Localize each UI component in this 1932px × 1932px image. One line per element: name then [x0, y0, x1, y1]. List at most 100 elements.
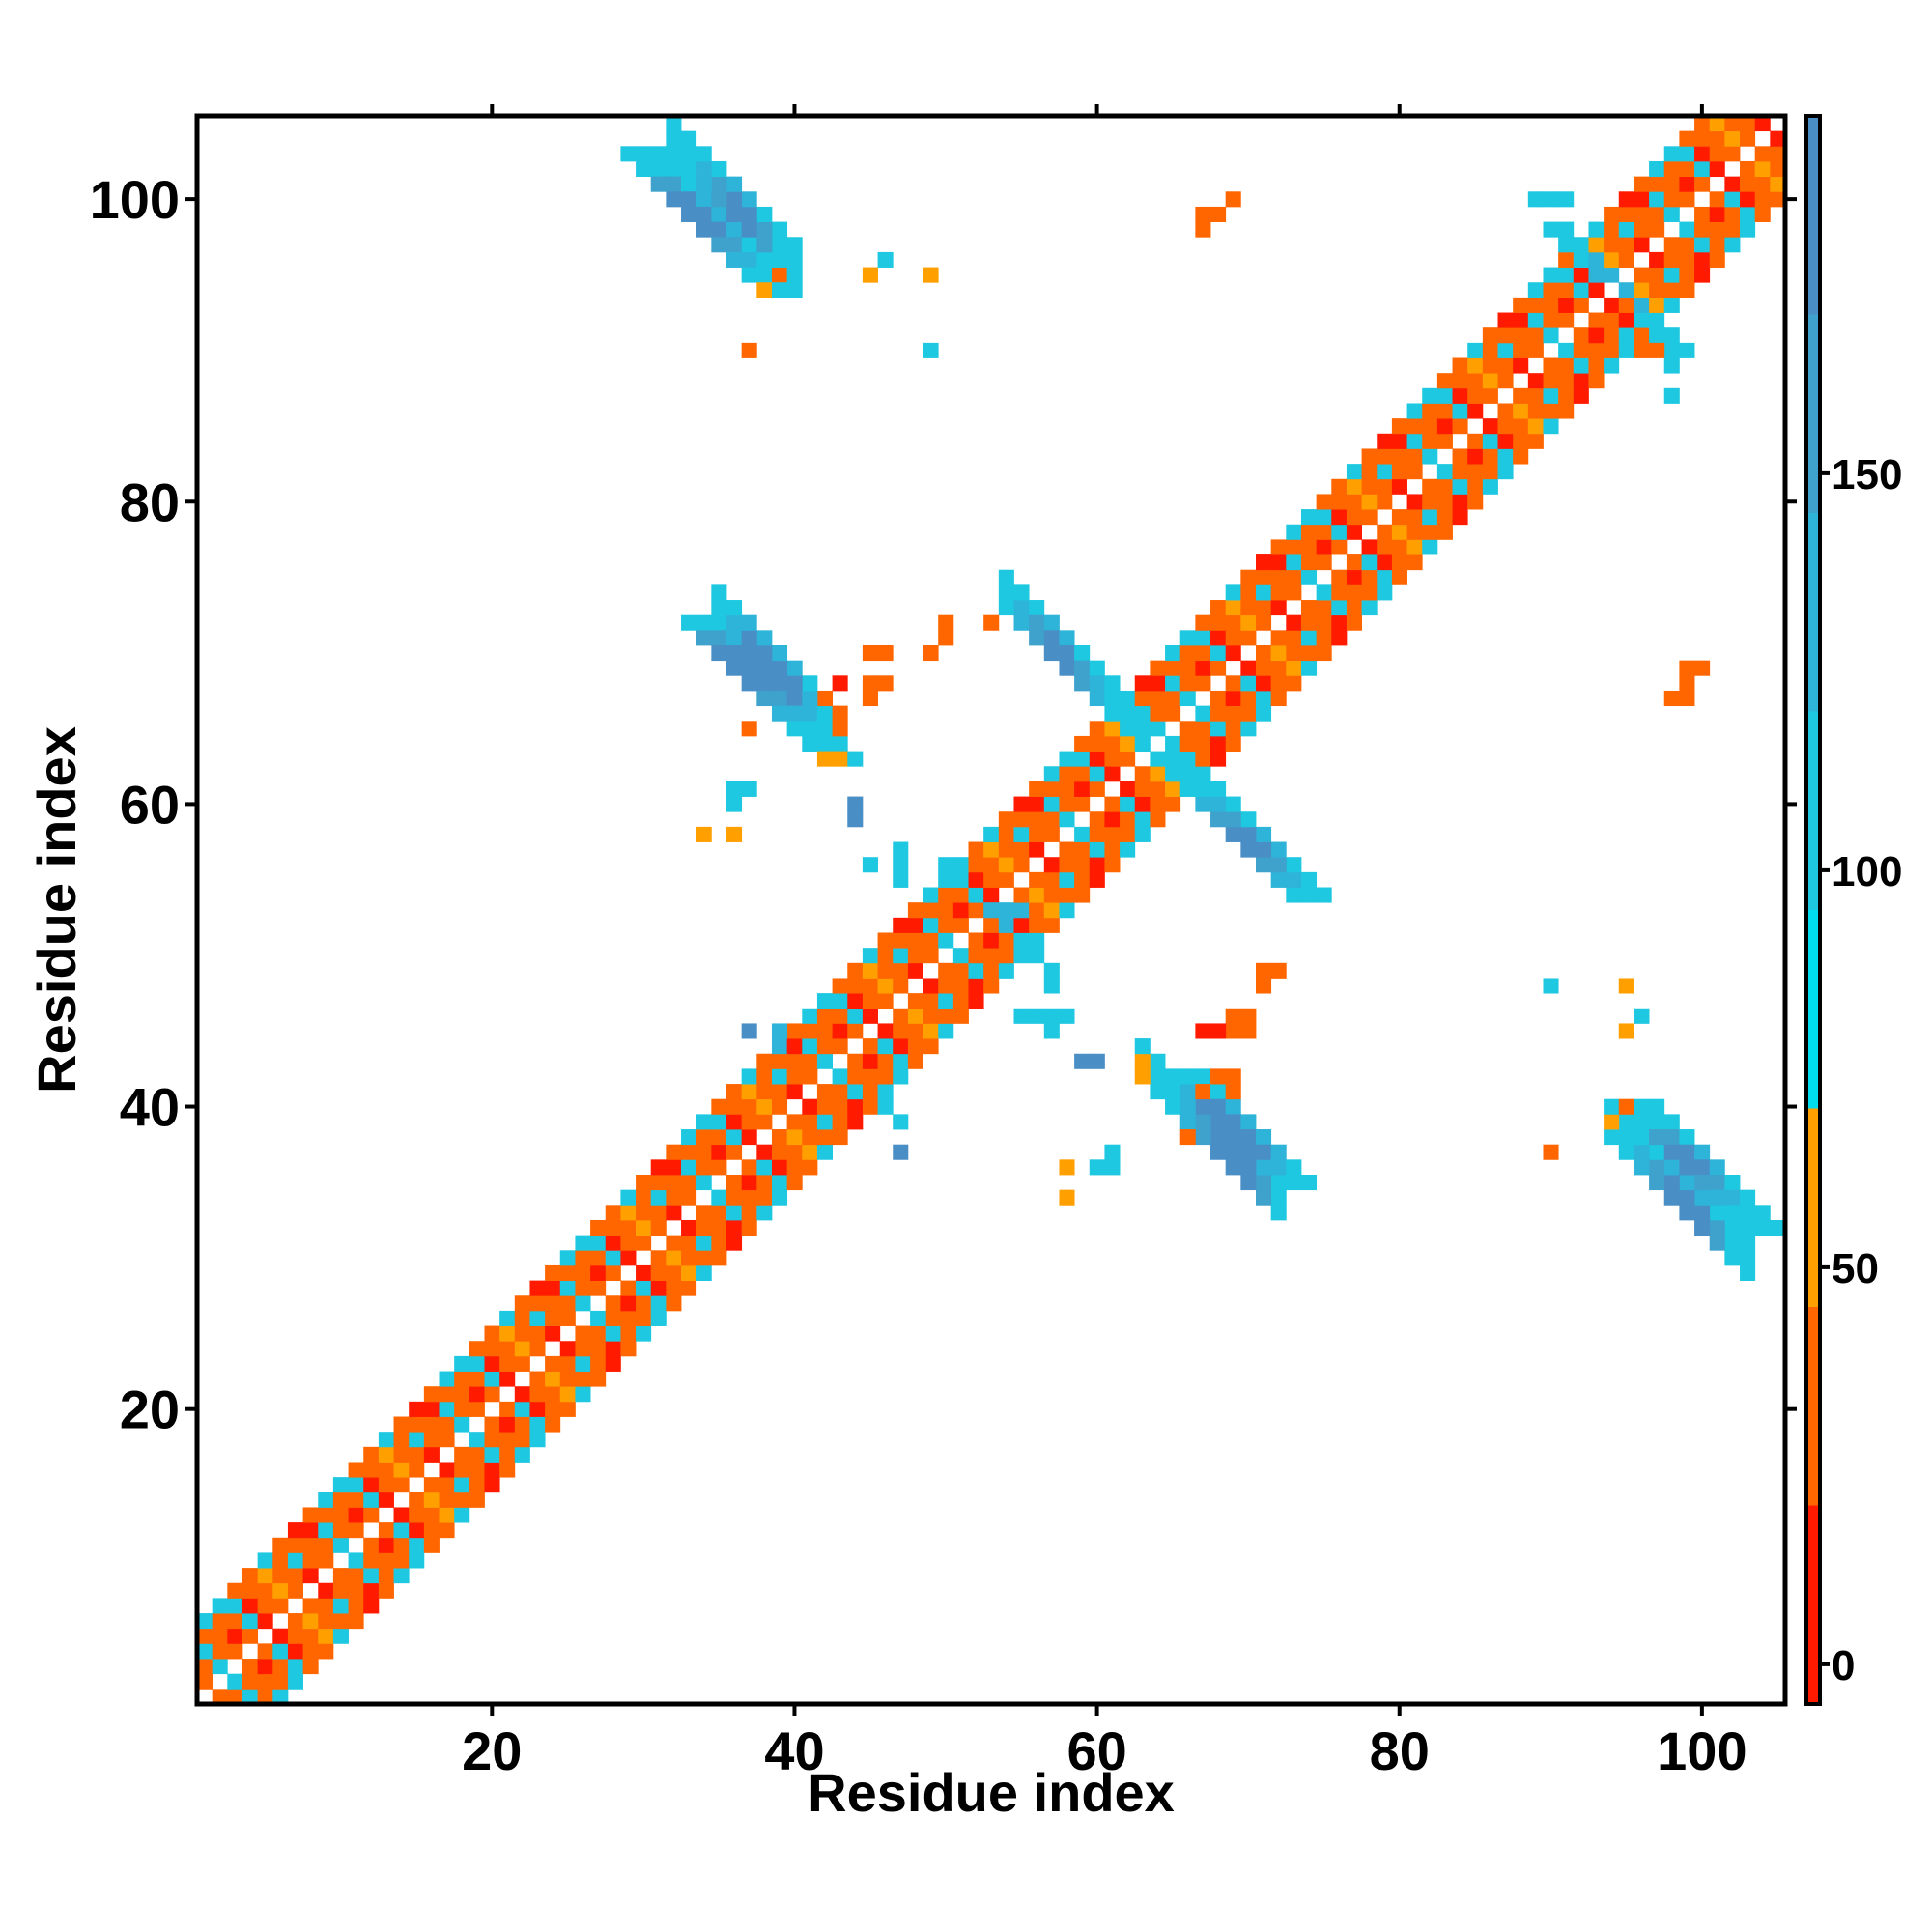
heatmap-cell — [1709, 191, 1725, 208]
heatmap-cell — [318, 1537, 334, 1553]
heatmap-cell — [1452, 448, 1468, 465]
heatmap-cell — [1043, 978, 1060, 994]
heatmap-cell — [1618, 1144, 1634, 1160]
heatmap-cell — [1709, 160, 1725, 178]
heatmap-cell — [983, 902, 1000, 919]
heatmap-cell — [1709, 130, 1725, 147]
heatmap-cell — [1634, 1144, 1650, 1160]
heatmap-cell — [514, 1432, 530, 1448]
heatmap-cell — [590, 1264, 607, 1281]
heatmap-cell — [1059, 1008, 1075, 1024]
heatmap-cell — [938, 902, 954, 919]
heatmap-cell — [1331, 539, 1348, 555]
heatmap-cell — [1300, 660, 1318, 676]
heatmap-cell — [1195, 1129, 1211, 1146]
heatmap-cell — [287, 1568, 303, 1584]
heatmap-cell — [923, 887, 939, 903]
heatmap-cell — [1256, 841, 1272, 858]
heatmap-cell — [1709, 251, 1725, 268]
heatmap-cell — [983, 614, 1000, 631]
heatmap-cell — [893, 1038, 909, 1055]
heatmap-cell — [696, 1205, 712, 1221]
heatmap-cell — [1679, 342, 1695, 358]
heatmap-cell — [1074, 841, 1091, 858]
heatmap-cell — [1074, 735, 1091, 752]
heatmap-cell — [771, 1144, 788, 1160]
heatmap-cell — [1406, 554, 1423, 571]
heatmap-cell — [1663, 1144, 1680, 1160]
heatmap-cell — [681, 1219, 697, 1236]
heatmap-cell — [545, 1280, 561, 1296]
heatmap-cell — [893, 917, 909, 933]
heatmap-cell — [1679, 282, 1695, 298]
heatmap-cell — [1770, 176, 1786, 192]
heatmap-cell — [681, 206, 697, 222]
heatmap-cell — [1300, 1175, 1318, 1191]
heatmap-cell — [1543, 418, 1559, 435]
heatmap-cell — [1406, 524, 1423, 540]
heatmap-cell — [1179, 1129, 1196, 1146]
heatmap-cell — [802, 690, 818, 707]
heatmap-cell — [1300, 630, 1318, 646]
heatmap-cell — [650, 1264, 667, 1281]
heatmap-cell — [575, 1280, 591, 1296]
heatmap-cell — [923, 932, 939, 949]
heatmap-cell — [741, 342, 757, 358]
heatmap-cell — [590, 1250, 607, 1266]
heatmap-cell — [1059, 645, 1075, 662]
heatmap-cell — [786, 282, 803, 298]
heatmap-cell — [1210, 781, 1227, 797]
heatmap-cell — [681, 1129, 697, 1146]
heatmap-cell — [1225, 735, 1241, 752]
heatmap-cell — [681, 1280, 697, 1296]
heatmap-cell — [771, 1159, 788, 1176]
heatmap-cell — [1558, 251, 1575, 268]
heatmap-cell — [575, 1371, 591, 1387]
heatmap-cell — [1604, 342, 1620, 358]
heatmap-cell — [862, 267, 878, 283]
heatmap-cell — [1513, 403, 1529, 419]
heatmap-cell — [786, 660, 803, 676]
heatmap-cell — [1467, 448, 1484, 465]
heatmap-cell — [1740, 1219, 1756, 1236]
heatmap-cell — [1663, 327, 1680, 344]
heatmap-cell — [1618, 978, 1634, 994]
heatmap-cell — [636, 1310, 652, 1326]
heatmap-cell — [1013, 902, 1030, 919]
heatmap-cell — [1195, 221, 1211, 238]
heatmap-cell — [726, 630, 743, 646]
heatmap-cell — [1210, 690, 1227, 707]
heatmap-cell — [559, 1310, 576, 1326]
heatmap-cell — [1709, 206, 1725, 222]
heatmap-cell — [423, 1522, 440, 1539]
heatmap-cell — [287, 1522, 303, 1539]
heatmap-cell — [1558, 387, 1575, 404]
heatmap-cell — [1134, 721, 1151, 737]
heatmap-cell — [590, 1371, 607, 1387]
heatmap-cell — [650, 1175, 667, 1191]
heatmap-cell — [636, 1219, 652, 1236]
heatmap-cell — [1604, 251, 1620, 268]
heatmap-cell — [1286, 857, 1302, 873]
heatmap-cell — [545, 1325, 561, 1342]
heatmap-cell — [1286, 645, 1302, 662]
heatmap-cell — [590, 1310, 607, 1326]
heatmap-cell — [1270, 675, 1287, 692]
heatmap-cell — [711, 630, 727, 646]
heatmap-cell — [1391, 554, 1407, 571]
heatmap-cell — [938, 1023, 954, 1039]
heatmap-cell — [348, 1492, 364, 1508]
heatmap-cell — [1634, 191, 1650, 208]
heatmap-cell — [741, 251, 757, 268]
heatmap-cell — [681, 160, 697, 178]
heatmap-cell — [1029, 948, 1045, 964]
heatmap-cell — [741, 267, 757, 283]
heatmap-cell — [1436, 373, 1453, 389]
heatmap-cell — [893, 857, 909, 873]
heatmap-cell — [1104, 841, 1121, 858]
heatmap-cell — [1210, 630, 1227, 646]
x-tick-label: 80 — [1370, 1720, 1430, 1781]
heatmap-cell — [786, 1053, 803, 1069]
heatmap-cell — [1346, 524, 1362, 540]
heatmap-cell — [666, 176, 682, 192]
